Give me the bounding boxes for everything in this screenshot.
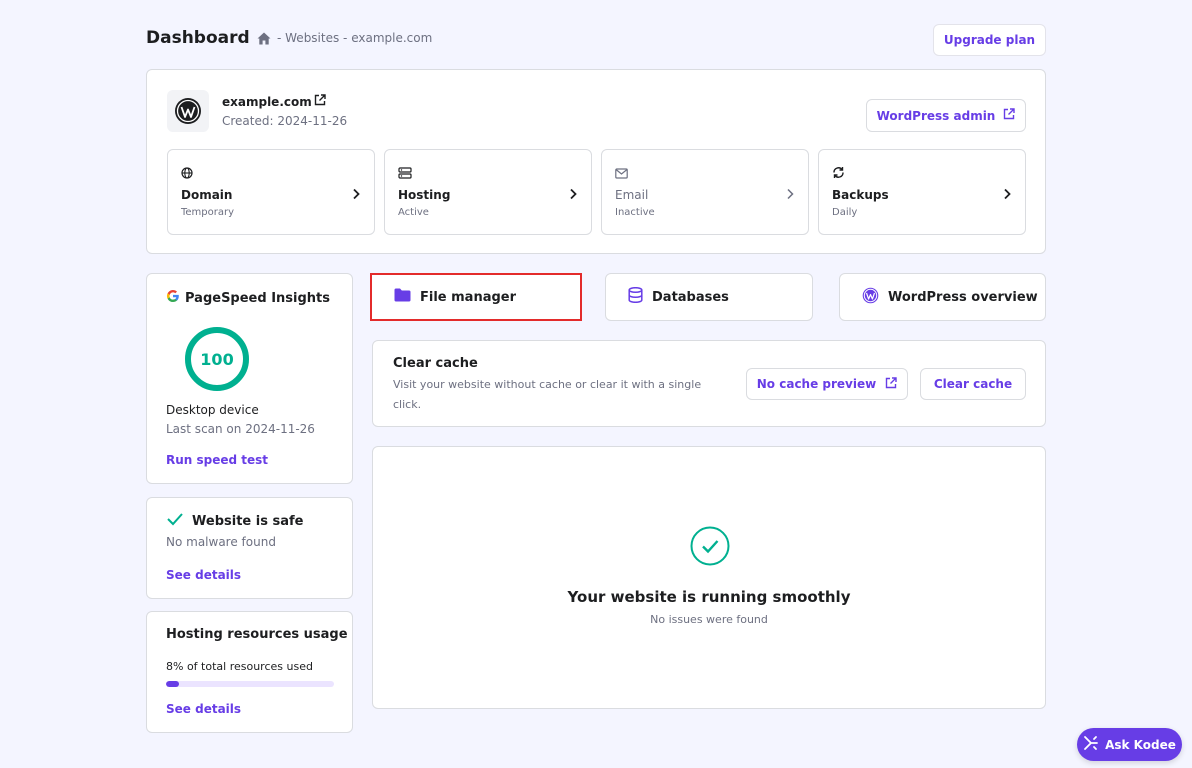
domain-label: Domain <box>181 188 233 202</box>
security-see-details-link[interactable]: See details <box>166 568 242 582</box>
folder-icon <box>394 288 411 306</box>
resources-progress-bar <box>166 681 334 687</box>
pagespeed-card: PageSpeed Insights 100 Desktop device La… <box>146 273 353 484</box>
no-cache-preview-button[interactable]: No cache preview <box>746 368 908 400</box>
kodee-icon <box>1083 735 1099 754</box>
domain-status: Temporary <box>181 207 235 218</box>
breadcrumb: - Websites - example.com <box>257 31 432 45</box>
pagespeed-device: Desktop device <box>166 403 259 417</box>
resources-card: Hosting resources usage 8% of total reso… <box>146 611 353 733</box>
wordpress-icon <box>862 287 879 308</box>
chevron-right-icon <box>569 185 577 204</box>
google-icon <box>166 289 180 307</box>
resources-title: Hosting resources usage <box>166 627 348 642</box>
hosting-tile[interactable]: Hosting Active <box>384 149 592 235</box>
security-card: Website is safe No malware found See det… <box>146 497 353 599</box>
run-speed-test-link[interactable]: Run speed test <box>166 453 269 467</box>
ask-kodee-label: Ask Kodee <box>1105 737 1176 752</box>
chevron-right-icon <box>786 185 794 204</box>
breadcrumb-path[interactable]: - Websites - example.com <box>277 31 433 45</box>
database-icon <box>628 286 643 307</box>
ask-kodee-button[interactable]: Ask Kodee <box>1077 728 1182 761</box>
file-manager-label: File manager <box>420 289 517 305</box>
checkmark-icon <box>166 512 184 530</box>
sync-icon <box>832 164 845 183</box>
clear-cache-button[interactable]: Clear cache <box>920 368 1026 400</box>
site-name-link[interactable]: example.com <box>222 94 326 109</box>
databases-button[interactable]: Databases <box>605 273 813 321</box>
chevron-right-icon <box>1003 185 1011 204</box>
pagespeed-title: PageSpeed Insights <box>166 289 330 307</box>
chevron-right-icon <box>352 185 360 204</box>
site-created-date: Created: 2024-11-26 <box>222 114 348 128</box>
file-manager-button[interactable]: File manager <box>370 273 582 321</box>
backups-label: Backups <box>832 188 889 202</box>
server-icon <box>398 164 412 183</box>
security-title-text: Website is safe <box>192 513 304 529</box>
home-icon[interactable] <box>257 32 271 45</box>
email-status: Inactive <box>615 207 655 218</box>
website-status-card: Your website is running smoothly No issu… <box>372 446 1046 709</box>
domain-tile[interactable]: Domain Temporary <box>167 149 375 235</box>
external-link-icon[interactable] <box>314 94 326 109</box>
resources-usage-text: 8% of total resources used <box>166 660 313 673</box>
pagespeed-score: 100 <box>200 349 234 369</box>
clear-cache-card: Clear cache Visit your website without c… <box>372 340 1046 427</box>
backups-status: Daily <box>832 207 858 218</box>
wordpress-admin-button[interactable]: WordPress admin <box>866 99 1026 132</box>
clear-cache-title: Clear cache <box>393 356 478 371</box>
security-sub: No malware found <box>166 535 276 549</box>
resources-progress-fill <box>166 681 180 687</box>
status-title: Your website is running smoothly <box>567 588 851 606</box>
status-sub: No issues were found <box>650 613 768 626</box>
wordpress-overview-button[interactable]: WordPress overview <box>839 273 1046 321</box>
globe-icon <box>181 164 193 183</box>
backups-tile[interactable]: Backups Daily <box>818 149 1026 235</box>
pagespeed-last-scan: Last scan on 2024-11-26 <box>166 422 315 436</box>
upgrade-plan-button[interactable]: Upgrade plan <box>933 24 1046 56</box>
site-name[interactable]: example.com <box>222 94 312 109</box>
clear-cache-description: Visit your website without cache or clea… <box>393 378 702 411</box>
external-link-icon <box>885 376 897 392</box>
mail-icon <box>615 164 628 183</box>
external-link-icon <box>1003 108 1016 123</box>
databases-label: Databases <box>652 289 729 305</box>
resources-see-details-link[interactable]: See details <box>166 702 242 716</box>
security-title: Website is safe <box>166 512 303 530</box>
wordpress-overview-label: WordPress overview <box>888 289 1038 305</box>
email-tile[interactable]: Email Inactive <box>601 149 809 235</box>
hosting-label: Hosting <box>398 188 451 202</box>
check-circle-icon <box>690 526 730 570</box>
email-label: Email <box>615 188 649 202</box>
no-cache-preview-label: No cache preview <box>756 377 877 391</box>
pagespeed-gauge <box>185 327 249 391</box>
wordpress-admin-label: WordPress admin <box>876 108 996 123</box>
hosting-status: Active <box>398 207 429 218</box>
page-title: Dashboard <box>146 28 250 48</box>
wordpress-logo <box>167 90 209 132</box>
website-overview-card: example.com Created: 2024-11-26 WordPres… <box>146 69 1046 254</box>
wordpress-icon <box>175 98 201 124</box>
pagespeed-title-text: PageSpeed Insights <box>185 290 331 306</box>
